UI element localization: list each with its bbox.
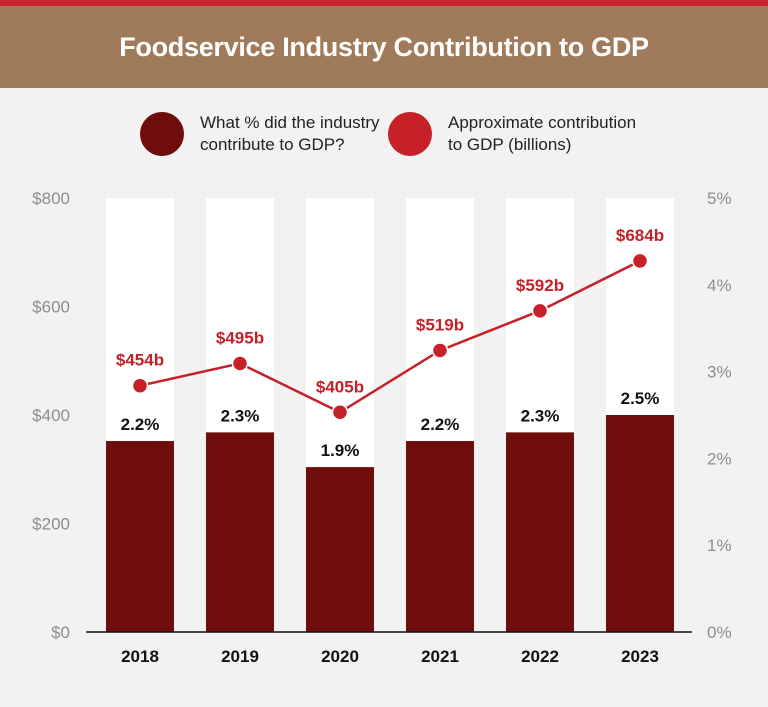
line-point-2018	[131, 377, 149, 394]
line-label-2020: $405b	[316, 377, 364, 396]
bar-label-2019: 2.3%	[221, 406, 260, 425]
legend-label-contribution-line2: to GDP (billions)	[448, 135, 572, 154]
bar-2018	[106, 441, 174, 632]
top-accent-stripe	[0, 0, 768, 6]
bar-label-2021: 2.2%	[421, 415, 460, 434]
x-tick-label-2018: 2018	[121, 647, 159, 666]
chart-title: Foodservice Industry Contribution to GDP	[119, 31, 649, 62]
x-tick-label-2022: 2022	[521, 647, 559, 666]
legend-label-percent: What % did the industry contribute to GD…	[200, 112, 390, 156]
line-point-2020	[331, 404, 349, 421]
line-point-2022	[531, 302, 549, 320]
legend-label-contribution: Approximate contribution to GDP (billion…	[448, 112, 638, 156]
left-tick-label: $200	[32, 515, 70, 534]
bar-2020	[306, 467, 374, 632]
x-tick-label-2023: 2023	[621, 647, 659, 666]
line-label-2023: $684b	[616, 226, 664, 245]
line-label-2022: $592b	[516, 276, 564, 295]
legend-label-percent-line1: What % did the industry	[200, 113, 380, 132]
bar-2019	[206, 432, 274, 632]
bar-label-2020: 1.9%	[321, 441, 360, 460]
x-tick-label-2021: 2021	[421, 647, 459, 666]
left-tick-label: $600	[32, 298, 70, 317]
line-label-2021: $519b	[416, 315, 464, 334]
right-tick-label: 1%	[707, 536, 732, 555]
bar-2022	[506, 432, 574, 632]
line-point-2019	[231, 355, 249, 372]
line-label-2019: $495b	[216, 328, 264, 347]
right-tick-label: 4%	[707, 276, 732, 295]
left-tick-label: $400	[32, 406, 70, 425]
bar-2021	[406, 441, 474, 632]
right-tick-label: 3%	[707, 363, 732, 382]
line-label-2018: $454b	[116, 351, 164, 370]
right-tick-label: 5%	[707, 189, 732, 208]
legend-item-percent: What % did the industry contribute to GD…	[140, 112, 390, 156]
left-tick-label: $0	[51, 623, 70, 642]
contribution-line	[139, 259, 641, 414]
bar-label-2023: 2.5%	[621, 389, 660, 408]
legend-swatch-percent	[140, 112, 184, 156]
right-tick-label: 0%	[707, 623, 732, 642]
line-point-2023	[631, 252, 649, 270]
legend-swatch-contribution	[388, 112, 432, 156]
line-point-2021	[431, 342, 449, 359]
bar-2023	[606, 415, 674, 632]
bar-label-2018: 2.2%	[121, 415, 160, 434]
right-tick-label: 2%	[707, 449, 732, 468]
x-tick-label-2020: 2020	[321, 647, 359, 666]
left-tick-label: $800	[32, 189, 70, 208]
bar-label-2022: 2.3%	[521, 406, 560, 425]
legend-label-percent-line2: contribute to GDP?	[200, 135, 345, 154]
x-tick-label-2019: 2019	[221, 647, 259, 666]
legend-label-contribution-line1: Approximate contribution	[448, 113, 637, 132]
legend-item-contribution: Approximate contribution to GDP (billion…	[388, 112, 638, 156]
title-banner: Foodservice Industry Contribution to GDP	[0, 6, 768, 88]
